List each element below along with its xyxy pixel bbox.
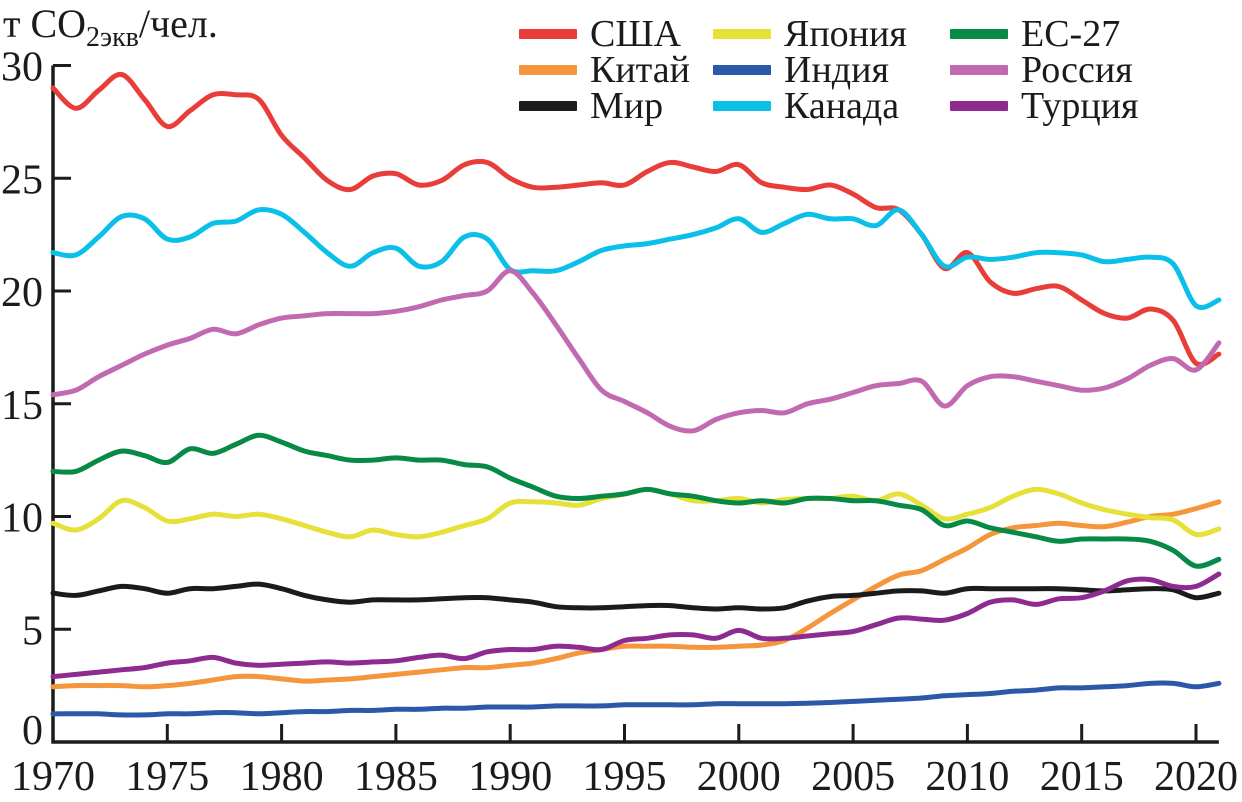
x-tick-label: 1995 — [583, 754, 667, 800]
legend-label-canada: Канада — [784, 85, 900, 127]
legend-swatch-japan — [713, 29, 771, 39]
series-line-Турция — [50, 571, 1222, 680]
x-tick-label: 1980 — [240, 754, 324, 800]
legend-label-usa: США — [590, 13, 682, 55]
legend-item-japan: Япония — [713, 15, 907, 53]
legend-item-russia: Россия — [950, 51, 1133, 89]
x-tick-label: 2010 — [925, 754, 1009, 800]
legend-swatch-usa — [519, 29, 577, 39]
x-tick-label: 1985 — [354, 754, 438, 800]
legend-swatch-world — [519, 101, 577, 111]
legend-item-eu27: ЕС-27 — [950, 15, 1120, 53]
legend-item-canada: Канада — [713, 87, 899, 125]
series-line-Канада — [50, 207, 1222, 310]
y-tick-label: 0 — [22, 708, 43, 754]
legend-label-eu27: ЕС-27 — [1021, 13, 1121, 55]
series-line-ЕС-27 — [50, 432, 1222, 569]
y-tick-label: 15 — [1, 383, 43, 429]
y-axis-unit-prefix: т СО — [3, 1, 87, 46]
legend-label-china: Китай — [590, 49, 690, 91]
y-tick-label: 25 — [1, 157, 43, 203]
y-axis-unit-suffix: /чел. — [138, 1, 218, 46]
legend-item-turkey: Турция — [950, 87, 1138, 125]
x-tick-label: 2020 — [1154, 754, 1238, 800]
legend-label-world: Мир — [590, 85, 664, 127]
series-line-Индия — [50, 680, 1222, 718]
x-tick-label: 1970 — [11, 754, 95, 800]
legend-label-japan: Япония — [784, 13, 907, 55]
series-line-США — [50, 71, 1222, 367]
y-tick-label: 20 — [1, 270, 43, 316]
legend-swatch-china — [519, 65, 577, 75]
legend-label-india: Индия — [784, 49, 889, 91]
series-line-Мир — [50, 581, 1222, 612]
x-tick-label: 2015 — [1040, 754, 1124, 800]
legend-swatch-eu27 — [950, 29, 1008, 39]
y-axis-unit-subscript: 2экв — [86, 22, 139, 53]
x-tick-label: 1990 — [468, 754, 552, 800]
legend-swatch-india — [713, 65, 771, 75]
legend-label-russia: Россия — [1021, 49, 1133, 91]
legend-swatch-turkey — [950, 101, 1008, 111]
legend-item-china: Китай — [519, 51, 690, 89]
legend-item-world: Мир — [519, 87, 663, 125]
series-line-Россия — [50, 268, 1222, 434]
series-line-Китай — [50, 499, 1222, 690]
x-tick-label: 2000 — [697, 754, 781, 800]
y-tick-label: 5 — [22, 608, 43, 654]
x-tick-label: 2005 — [811, 754, 895, 800]
y-tick-label: 10 — [1, 496, 43, 542]
legend-swatch-canada — [713, 101, 771, 111]
legend-item-usa: США — [519, 15, 681, 53]
series-line-Япония — [50, 486, 1222, 540]
legend-item-india: Индия — [713, 51, 889, 89]
legend-swatch-russia — [950, 65, 1008, 75]
y-axis-title: т СО2экв/чел. — [3, 2, 218, 60]
x-tick-label: 1975 — [125, 754, 209, 800]
legend-label-turkey: Турция — [1021, 85, 1139, 127]
y-tick-label: 30 — [1, 45, 43, 91]
